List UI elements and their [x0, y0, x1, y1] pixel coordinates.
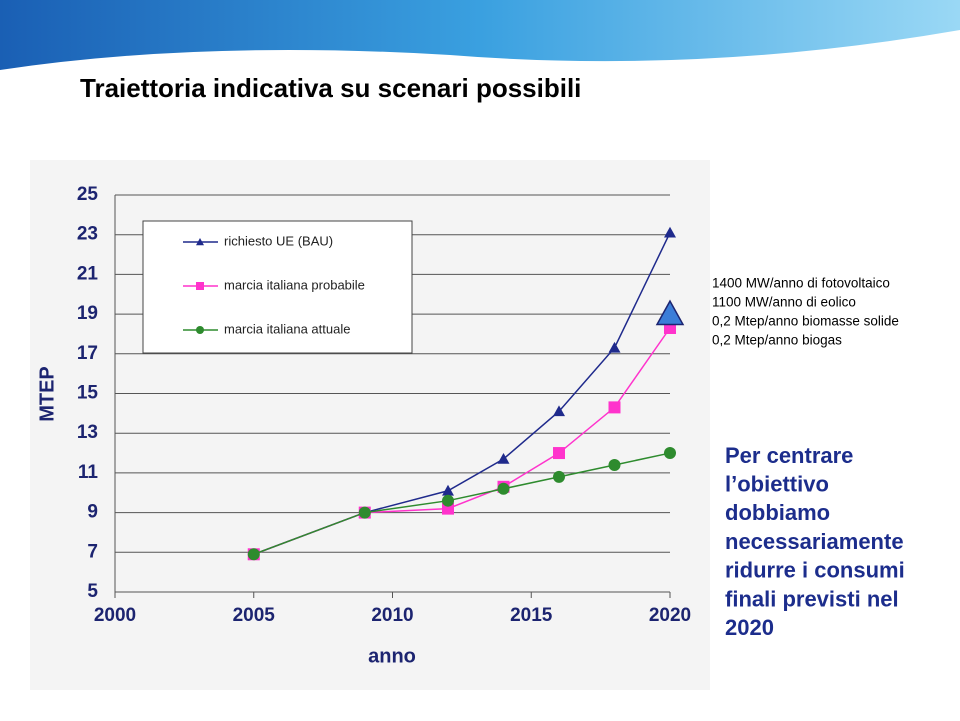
y-tick-label: 25	[77, 184, 99, 205]
conclusion-line: Per centrare	[725, 443, 853, 468]
marker	[442, 484, 454, 496]
header-band	[0, 0, 960, 70]
y-tick-label: 15	[77, 383, 99, 404]
marker	[442, 494, 454, 507]
marker	[553, 405, 565, 417]
marker	[655, 299, 685, 326]
legend-label: marcia italiana probabile	[224, 277, 365, 292]
conclusion-line: l’obiettivo	[725, 472, 829, 497]
note: 1100 MW/anno di eolico	[712, 295, 856, 310]
marker	[497, 453, 510, 464]
x-axis-label: anno	[368, 645, 416, 667]
conclusion-line: necessariamente	[725, 529, 904, 554]
y-axis-label: MTEP	[36, 366, 58, 422]
x-tick-label: 2015	[510, 605, 553, 626]
marker	[608, 458, 621, 471]
y-tick-label: 19	[77, 303, 98, 324]
marker	[247, 548, 260, 561]
conclusion-line: 2020	[725, 615, 774, 640]
marker	[358, 506, 371, 519]
x-tick-label: 2000	[94, 605, 136, 626]
legend-label: marcia italiana attuale	[224, 321, 350, 336]
x-tick-label: 2020	[649, 605, 691, 626]
conclusion-line: finali previsti nel	[725, 586, 899, 611]
marker	[196, 282, 204, 290]
y-tick-label: 7	[87, 541, 98, 562]
conclusion-line: ridurre i consumi	[725, 558, 905, 583]
marker	[497, 482, 510, 495]
note: 1400 MW/anno di fotovoltaico	[712, 276, 890, 291]
marker	[664, 226, 676, 238]
marker	[608, 401, 621, 414]
marker	[196, 326, 204, 334]
y-tick-label: 9	[87, 502, 98, 523]
y-tick-label: 13	[77, 422, 98, 443]
marker	[608, 341, 621, 353]
marker	[553, 447, 565, 460]
y-tick-label: 21	[77, 263, 99, 284]
marker	[664, 447, 676, 460]
x-tick-label: 2005	[233, 605, 276, 626]
x-tick-label: 2010	[371, 605, 413, 626]
legend-label: richiesto UE (BAU)	[224, 233, 333, 248]
slide-title: Traiettoria indicativa su scenari possib…	[80, 73, 581, 103]
legend-box	[142, 220, 413, 354]
note: 0,2 Mtep/anno biogas	[712, 333, 842, 348]
y-tick-label: 11	[78, 462, 99, 483]
y-tick-label: 17	[77, 343, 98, 364]
conclusion-line: dobbiamo	[725, 500, 830, 525]
marker	[553, 470, 565, 483]
note: 0,2 Mtep/anno biomasse solide	[712, 314, 899, 329]
marker	[196, 238, 204, 246]
y-tick-label: 23	[77, 224, 98, 245]
y-tick-label: 5	[87, 581, 98, 602]
